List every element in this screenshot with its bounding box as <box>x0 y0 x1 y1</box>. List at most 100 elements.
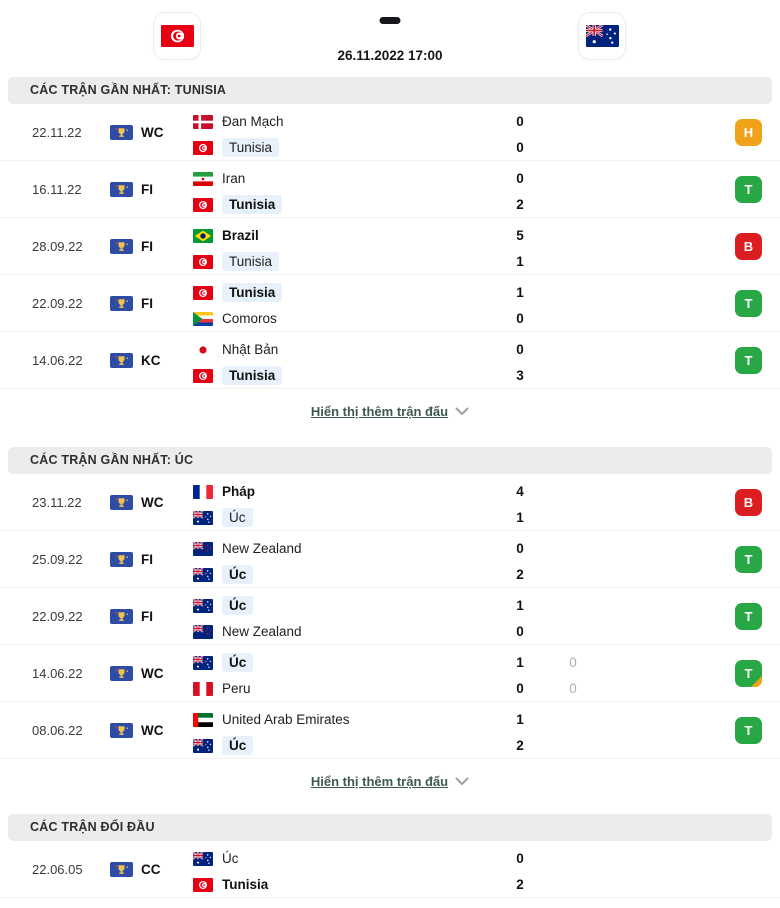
match-date: 14.06.22 <box>32 352 83 368</box>
away-team-name: Úc <box>222 565 254 584</box>
competition-trophy-icon <box>110 495 133 510</box>
home-team-name: Úc <box>222 653 254 672</box>
competition-code: FI <box>141 238 153 254</box>
home-team-name: Nhật Bản <box>222 342 279 357</box>
match-date: 14.06.22 <box>32 665 83 681</box>
home-score: 1 <box>516 285 524 300</box>
section-title: CÁC TRẬN GẦN NHẤT: TUNISIA <box>8 77 772 104</box>
away-score: 1 <box>516 510 524 525</box>
home-team-name: Pháp <box>222 484 256 499</box>
competition-trophy-icon <box>110 723 133 738</box>
result-letter: T <box>744 723 753 738</box>
result-badge: T <box>735 176 762 203</box>
chevron-down-icon <box>455 407 469 416</box>
away-score: 3 <box>516 368 524 383</box>
away-team-name: Peru <box>222 681 251 696</box>
flag-denmark-icon <box>193 114 213 129</box>
flag-peru-icon <box>193 681 213 696</box>
competition-trophy-icon <box>110 609 133 624</box>
match-row[interactable]: 22.11.22 WC Đan Mạch Tunisia 0 0 H <box>0 104 780 161</box>
match-row[interactable]: 22.09.22 FI Tunisia Comoros 1 0 T <box>0 275 780 332</box>
away-team-name: Úc <box>222 736 254 755</box>
flag-brazil-icon <box>193 228 213 243</box>
away-team-card[interactable] <box>578 12 626 60</box>
section-head-to-head: CÁC TRẬN ĐỐI ĐẦU 22.06.05 CC Úc Tunisia … <box>0 814 780 898</box>
show-more-label: Hiển thị thêm trận đấu <box>310 404 449 419</box>
home-team-name: Đan Mạch <box>222 114 284 129</box>
away-score-secondary: 0 <box>569 681 577 696</box>
away-team-name: New Zealand <box>222 624 302 639</box>
flag-australia-icon <box>193 738 213 753</box>
flag-australia-icon <box>193 567 213 582</box>
flag-tunisia-icon <box>193 197 213 212</box>
match-date: 22.11.22 <box>32 124 82 140</box>
home-score: 0 <box>516 114 524 129</box>
match-date: 08.06.22 <box>32 722 83 738</box>
result-badge: H <box>735 119 762 146</box>
flag-comoros-icon <box>193 311 213 326</box>
away-team-name: Tunisia <box>222 138 280 157</box>
away-score: 0 <box>516 140 524 155</box>
result-letter: T <box>744 182 753 197</box>
result-letter: T <box>744 552 753 567</box>
home-score: 0 <box>516 541 524 556</box>
flag-australia-icon <box>585 25 619 47</box>
show-more-link[interactable]: Hiển thị thêm trận đấu <box>311 404 469 419</box>
home-team-name: Úc <box>222 851 239 866</box>
away-team-name: Tunisia <box>222 195 283 214</box>
match-row[interactable]: 25.09.22 FI New Zealand Úc 0 2 T <box>0 531 780 588</box>
away-score: 1 <box>516 254 524 269</box>
competition-code: CC <box>141 861 161 877</box>
match-row[interactable]: 14.06.22 KC Nhật Bản Tunisia 0 3 T <box>0 332 780 389</box>
match-row[interactable]: 08.06.22 WC United Arab Emirates Úc 1 2 … <box>0 702 780 759</box>
result-badge: T <box>735 717 762 744</box>
result-badge: B <box>735 489 762 516</box>
competition-code: WC <box>141 722 164 738</box>
match-date: 28.09.22 <box>32 238 83 254</box>
competition-trophy-icon <box>110 182 133 197</box>
competition-code: WC <box>141 494 164 510</box>
match-row[interactable]: 16.11.22 FI Iran Tunisia 0 2 T <box>0 161 780 218</box>
vs-dash <box>379 17 401 24</box>
result-letter: T <box>744 353 753 368</box>
flag-australia-icon <box>193 510 213 525</box>
section-title: CÁC TRẬN ĐỐI ĐẦU <box>8 814 772 841</box>
match-datetime: 26.11.2022 17:00 <box>337 48 443 63</box>
flag-newzealand-icon <box>193 624 213 639</box>
away-score: 0 <box>516 624 524 639</box>
flag-france-icon <box>193 484 213 499</box>
flag-iran-icon <box>193 171 213 186</box>
competition-trophy-icon <box>110 296 133 311</box>
match-row[interactable]: 23.11.22 WC Pháp Úc 4 1 B <box>0 474 780 531</box>
result-badge: T <box>735 290 762 317</box>
flag-newzealand-icon <box>193 541 213 556</box>
home-team-name: Úc <box>222 596 254 615</box>
competition-trophy-icon <box>110 353 133 368</box>
competition-code: FI <box>141 608 153 624</box>
result-letter: B <box>743 495 754 510</box>
flag-australia-icon <box>193 655 213 670</box>
home-team-card[interactable] <box>153 12 201 60</box>
flag-australia-icon <box>193 598 213 613</box>
match-date: 22.09.22 <box>32 295 83 311</box>
match-row[interactable]: 14.06.22 WC Úc Peru 1 0 0 0 T <box>0 645 780 702</box>
result-letter: T <box>744 609 753 624</box>
match-row[interactable]: 22.06.05 CC Úc Tunisia 0 2 <box>0 841 780 898</box>
show-more-link[interactable]: Hiển thị thêm trận đấu <box>311 774 469 789</box>
competition-trophy-icon <box>110 666 133 681</box>
result-letter: B <box>743 239 754 254</box>
match-row[interactable]: 28.09.22 FI Brazil Tunisia 5 1 B <box>0 218 780 275</box>
result-badge: T <box>735 660 762 687</box>
flag-tunisia-icon <box>193 368 213 383</box>
home-score: 4 <box>516 484 524 499</box>
flag-tunisia-icon <box>160 25 194 47</box>
match-row[interactable]: 22.09.22 FI Úc New Zealand 1 0 T <box>0 588 780 645</box>
section-recent-australia: CÁC TRẬN GẦN NHẤT: ÚC 23.11.22 WC Pháp Ú… <box>0 447 780 804</box>
competition-trophy-icon <box>110 125 133 140</box>
home-team-name: New Zealand <box>222 541 302 556</box>
away-score: 0 <box>516 311 524 326</box>
home-score: 0 <box>516 851 524 866</box>
home-score: 0 <box>516 171 524 186</box>
home-team-name: Brazil <box>222 228 259 243</box>
flag-uae-icon <box>193 712 213 727</box>
